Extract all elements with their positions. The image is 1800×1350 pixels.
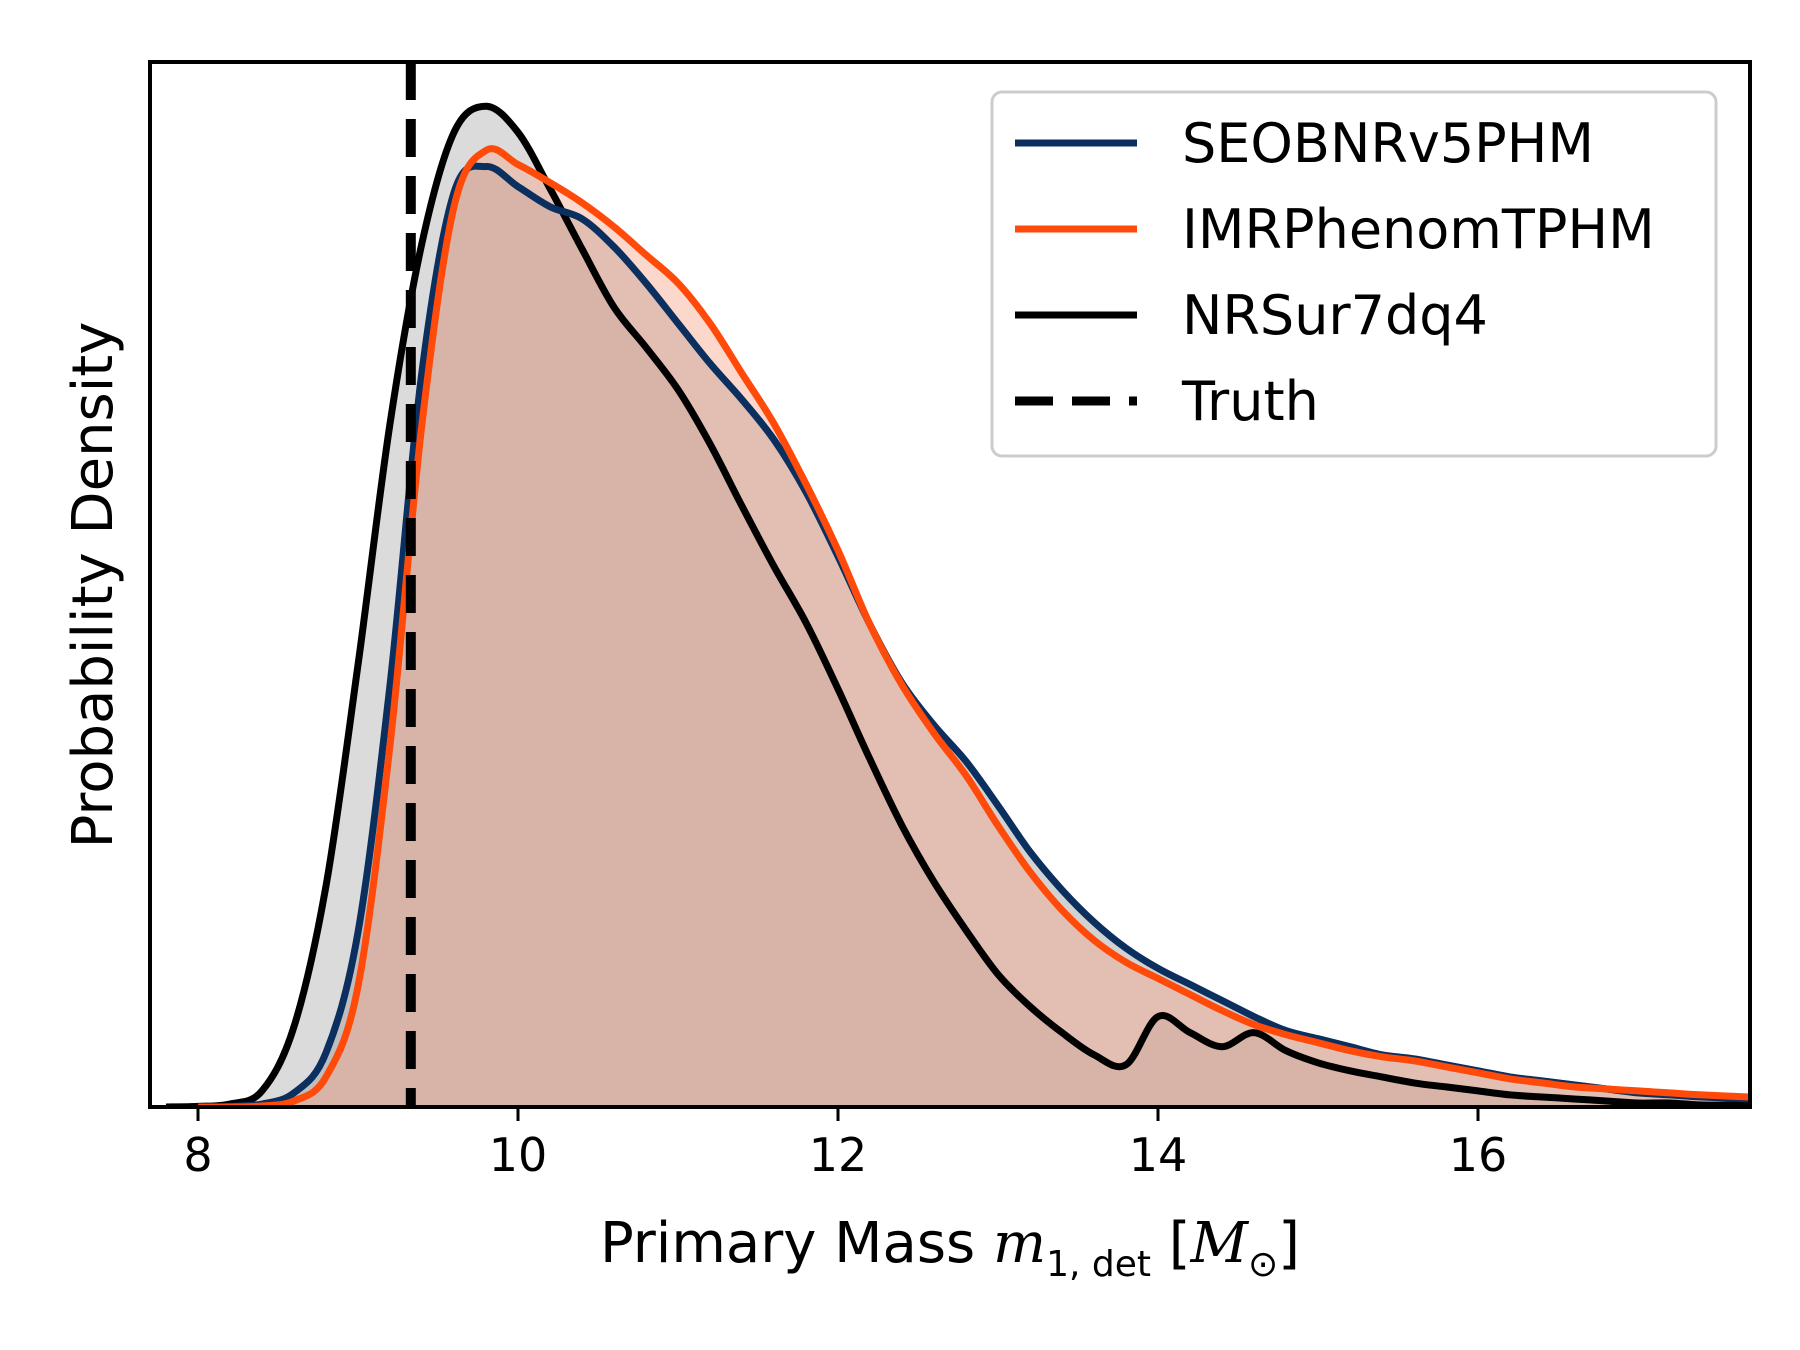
x-tick-label: 10	[489, 1128, 548, 1182]
legend-label: IMRPhenomTPHM	[1182, 198, 1655, 261]
x-tick-label: 8	[183, 1128, 212, 1182]
legend: SEOBNRv5PHM IMRPhenomTPHM NRSur7dq4 Truth	[990, 90, 1718, 458]
x-axis: 8 10 12 14 16	[183, 1107, 1507, 1182]
legend-label: SEOBNRv5PHM	[1182, 112, 1594, 175]
series-line-nrsur7dq4	[165, 102, 1750, 1107]
y-axis-label: Probability Density	[61, 322, 126, 849]
legend-label: Truth	[1181, 370, 1319, 433]
legend-frame	[990, 90, 1718, 458]
series-fill-nrsur7dq4	[166, 106, 1750, 1107]
legend-label: NRSur7dq4	[1182, 284, 1488, 347]
series-fill-seobnrv5phm	[198, 166, 1750, 1107]
series-fill-imrphenomtphm	[198, 148, 1750, 1107]
plot-frame	[148, 60, 1752, 1109]
x-tick-label: 14	[1129, 1128, 1188, 1182]
x-tick-label: 16	[1449, 1128, 1508, 1182]
x-tick-label: 12	[809, 1128, 868, 1182]
x-axis-label: Primary Mass m1, det [M⊙]	[600, 1211, 1300, 1285]
